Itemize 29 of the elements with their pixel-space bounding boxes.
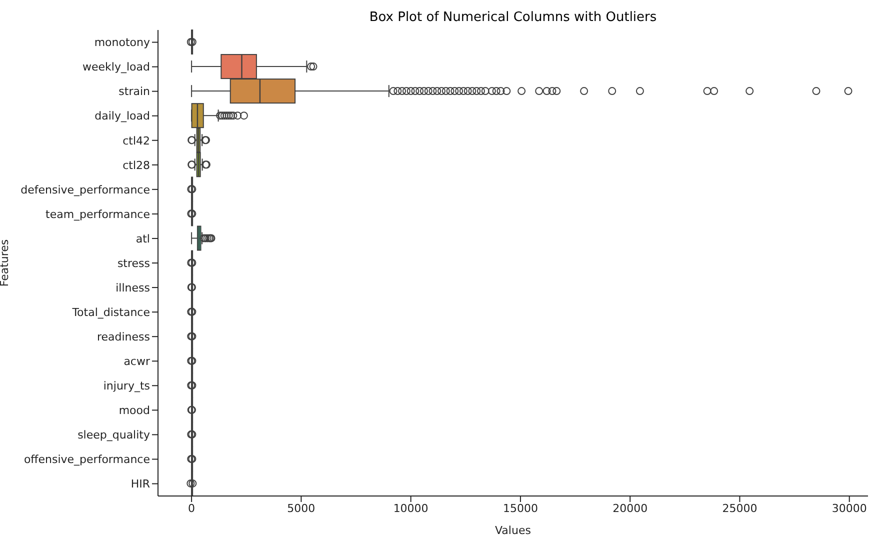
y-tick-label: readiness	[96, 330, 150, 344]
y-tick-label: sleep_quality	[78, 428, 150, 442]
y-tick-label: ctl42	[122, 134, 150, 148]
y-tick-label: injury_ts	[103, 380, 150, 393]
y-tick-label: mood	[118, 404, 150, 418]
y-tick-label: acwr	[124, 355, 150, 368]
y-tick-label: strain	[118, 85, 150, 98]
x-tick-label: 20000	[612, 502, 648, 515]
y-tick-label: weekly_load	[82, 60, 150, 74]
y-tick-label: HIR	[130, 478, 150, 491]
x-tick-label: 30000	[832, 502, 867, 515]
x-tick-label: 5000	[287, 502, 316, 515]
y-tick-label: atl	[136, 232, 150, 246]
y-tick-label: team_performance	[46, 208, 150, 221]
y-tick-label: daily_load	[94, 110, 150, 123]
chart-title: Box Plot of Numerical Columns with Outliers	[368, 10, 658, 25]
y-tick-label: defensive_performance	[20, 183, 150, 196]
x-tick-label: 10000	[393, 502, 428, 515]
x-tick-label: 0	[188, 502, 196, 515]
y-axis-title: Features	[0, 239, 11, 287]
x-tick-label: 15000	[502, 502, 538, 515]
y-tick-label: ctl28	[122, 158, 150, 172]
y-tick-label: illness	[116, 281, 150, 294]
y-tick-label: monotony	[94, 36, 150, 50]
y-tick-label: Total_distance	[71, 306, 150, 319]
x-tick-label: 25000	[722, 502, 758, 515]
x-axis-title: Values	[495, 524, 532, 537]
y-tick-label: stress	[117, 256, 150, 270]
y-tick-label: offensive_performance	[24, 453, 150, 466]
